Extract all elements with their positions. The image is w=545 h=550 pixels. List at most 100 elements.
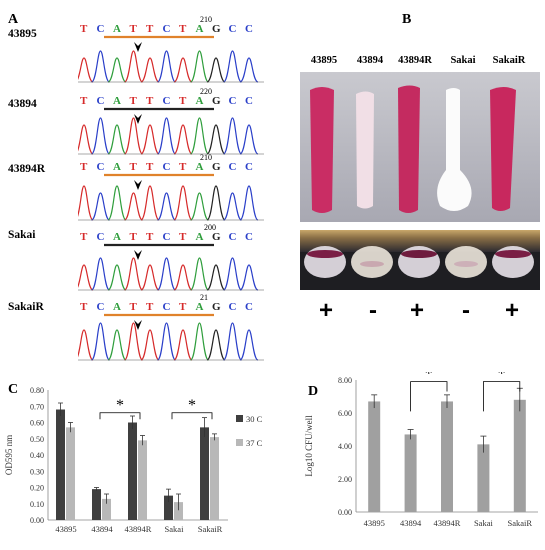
significance-bracket	[483, 381, 521, 412]
panel-b-sign-2: -	[369, 297, 377, 324]
trace-base-letter: A	[113, 23, 121, 35]
trace-peak	[78, 329, 94, 361]
trace-peak	[140, 264, 160, 291]
trace-peak	[107, 124, 127, 155]
legend-swatch	[236, 439, 243, 446]
x-tick-label: 43894	[400, 518, 422, 528]
panel-a-strain-3: 43894R	[8, 163, 46, 175]
trace-base-letter: C	[163, 301, 171, 313]
trace-peak	[78, 57, 94, 83]
trace-peak	[222, 257, 243, 291]
trace-peak	[222, 322, 243, 361]
trace-base-letter: A	[196, 23, 204, 35]
panel-c-letter: C	[8, 382, 19, 397]
trace-base-letter: T	[146, 23, 154, 35]
y-tick-label: 8.00	[338, 376, 352, 385]
trace-base-letter: C	[229, 161, 237, 173]
bar	[56, 409, 65, 520]
tube-Sakai	[445, 246, 487, 278]
trace-peak	[189, 322, 210, 361]
swab-43895	[310, 87, 334, 213]
trace-peak	[107, 264, 127, 291]
panel-b-sign-5: +	[504, 297, 519, 324]
trace-peak	[124, 192, 143, 221]
trace-peak	[173, 264, 193, 291]
trace-base-letter: T	[179, 161, 187, 173]
panel-a-strain-4: Sakai	[8, 229, 36, 241]
mutation-arrow-icon	[134, 180, 142, 190]
panel-b-strain-4: Sakai	[450, 55, 476, 66]
trace-base-letter: T	[130, 301, 138, 313]
trace-base-letter: C	[97, 95, 105, 107]
trace-base-letter: T	[179, 95, 187, 107]
trace-base-letter: C	[97, 301, 105, 313]
trace-base-letter: T	[130, 231, 138, 243]
bar	[92, 489, 101, 520]
trace-peak	[156, 117, 177, 155]
y-tick-label: 0.20	[30, 484, 44, 493]
trace-base-letter: A	[113, 95, 121, 107]
trace-peak	[239, 329, 259, 361]
legend-swatch	[236, 415, 243, 422]
x-tick-label: 43895	[364, 518, 385, 528]
trace-peak	[189, 117, 210, 155]
y-tick-label: 0.00	[30, 516, 44, 525]
trace-peak	[239, 264, 259, 291]
bar	[513, 399, 526, 512]
trace-base-letter: T	[130, 23, 138, 35]
trace-base-letter: T	[130, 161, 138, 173]
trace-peak	[140, 329, 160, 361]
legend-label: 37 C	[246, 438, 263, 448]
trace-peak	[239, 185, 259, 221]
congo-red-photo	[300, 72, 540, 290]
trace-peak	[91, 192, 110, 221]
y-tick-label: 4.00	[338, 442, 352, 451]
panel-b-strain-1: 43895	[310, 55, 338, 66]
trace-base-letter: C	[163, 231, 171, 243]
bar	[404, 434, 417, 512]
x-tick-label: Sakai	[474, 518, 494, 528]
trace-peak	[123, 257, 144, 291]
panel-b-letter: B	[402, 12, 412, 27]
mutation-arrow-icon	[134, 250, 142, 260]
x-tick-label: 43894R	[434, 518, 461, 528]
y-tick-label: 6.00	[338, 409, 352, 418]
panel-b-sign-3: +	[409, 297, 424, 324]
chart-d-cfu-count: 0.00 2.00 4.00 6.00 8.00 Log10 CFU/well 43895 4…	[304, 372, 538, 528]
y-tick-label: 0.70	[30, 402, 44, 411]
trace-peak	[140, 124, 160, 155]
swab-43894	[356, 91, 374, 209]
trace-peak	[156, 257, 177, 291]
mutation-arrow-icon	[134, 114, 142, 124]
panel-a-strain-1: 43895	[8, 28, 37, 40]
trace-peak	[78, 124, 94, 155]
trace-peak	[123, 50, 144, 83]
x-tick-label: SakaiR	[508, 518, 533, 528]
trace-base-letter: T	[80, 161, 88, 173]
trace-peak	[107, 329, 127, 361]
trace-peak	[189, 257, 210, 291]
y-tick-label: 0.60	[30, 419, 44, 428]
panel-b-strain-5: SakaiR	[492, 55, 526, 66]
trace-peak	[239, 57, 259, 83]
y-axis-label: OD595 nm	[4, 435, 14, 475]
trace-base-letter: C	[245, 161, 253, 173]
bar	[477, 444, 490, 512]
trace-base-letter: C	[245, 231, 253, 243]
bar	[174, 502, 183, 520]
panel-a-strain-2: 43894	[8, 98, 37, 110]
y-tick-label: 0.40	[30, 451, 44, 460]
trace-base-letter: A	[113, 301, 121, 313]
x-tick-label: 43894R	[125, 524, 152, 534]
trace-peak	[78, 185, 94, 221]
significance-star: *	[116, 397, 124, 414]
trace-peak	[107, 185, 127, 221]
significance-star: *	[188, 397, 196, 414]
trace-peak	[206, 185, 226, 221]
trace-base-letter: T	[80, 23, 88, 35]
trace-peak	[206, 329, 226, 361]
tube-SakaiR	[492, 246, 534, 278]
